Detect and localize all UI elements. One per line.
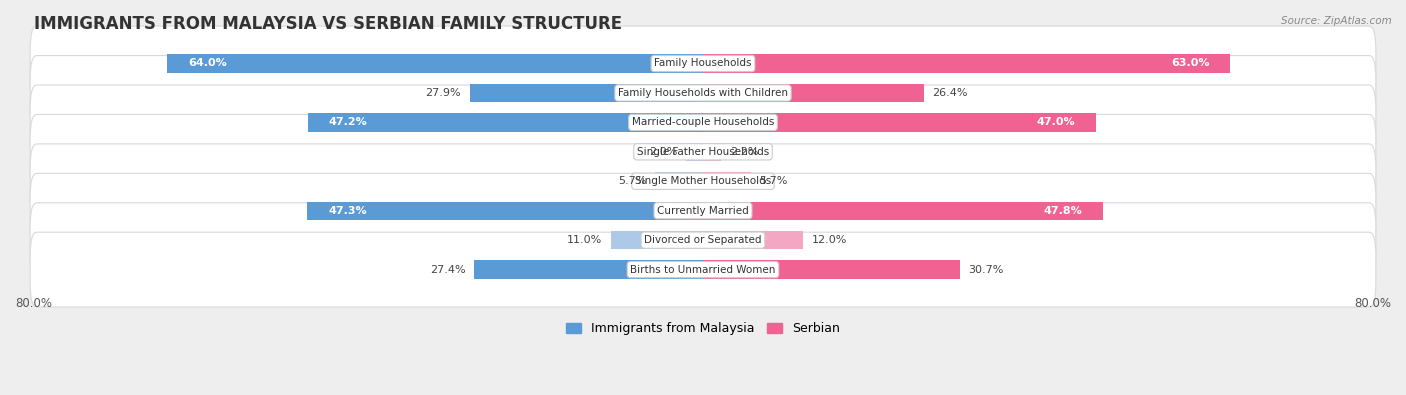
Bar <box>167 55 703 73</box>
Text: 64.0%: 64.0% <box>188 58 228 68</box>
Text: 2.0%: 2.0% <box>650 147 678 157</box>
Bar <box>703 201 1104 220</box>
Legend: Immigrants from Malaysia, Serbian: Immigrants from Malaysia, Serbian <box>561 317 845 340</box>
Text: Single Father Households: Single Father Households <box>637 147 769 157</box>
Bar <box>703 231 803 249</box>
Text: 26.4%: 26.4% <box>932 88 967 98</box>
FancyBboxPatch shape <box>30 115 1376 189</box>
Bar <box>308 113 703 132</box>
Text: 47.8%: 47.8% <box>1043 206 1083 216</box>
Text: Single Mother Households: Single Mother Households <box>636 176 770 186</box>
Text: IMMIGRANTS FROM MALAYSIA VS SERBIAN FAMILY STRUCTURE: IMMIGRANTS FROM MALAYSIA VS SERBIAN FAMI… <box>34 15 621 33</box>
Text: 47.0%: 47.0% <box>1036 117 1076 127</box>
Bar <box>612 231 703 249</box>
Text: 5.7%: 5.7% <box>759 176 787 186</box>
Bar <box>703 260 960 279</box>
Text: 27.4%: 27.4% <box>430 265 465 275</box>
Bar <box>703 55 1230 73</box>
FancyBboxPatch shape <box>30 85 1376 160</box>
Bar <box>703 143 721 161</box>
Bar <box>307 201 703 220</box>
FancyBboxPatch shape <box>30 56 1376 130</box>
Bar <box>474 260 703 279</box>
Text: 2.2%: 2.2% <box>730 147 758 157</box>
Text: Currently Married: Currently Married <box>657 206 749 216</box>
Bar <box>655 172 703 190</box>
Text: Source: ZipAtlas.com: Source: ZipAtlas.com <box>1281 16 1392 26</box>
Text: 47.3%: 47.3% <box>328 206 367 216</box>
Text: 5.7%: 5.7% <box>619 176 647 186</box>
FancyBboxPatch shape <box>30 203 1376 278</box>
Bar <box>703 113 1097 132</box>
Bar <box>703 84 924 102</box>
Text: 12.0%: 12.0% <box>811 235 848 245</box>
Bar <box>703 172 751 190</box>
Text: Divorced or Separated: Divorced or Separated <box>644 235 762 245</box>
Text: 30.7%: 30.7% <box>969 265 1004 275</box>
Text: Births to Unmarried Women: Births to Unmarried Women <box>630 265 776 275</box>
Text: Family Households with Children: Family Households with Children <box>619 88 787 98</box>
Text: Married-couple Households: Married-couple Households <box>631 117 775 127</box>
Text: 27.9%: 27.9% <box>426 88 461 98</box>
Text: 47.2%: 47.2% <box>329 117 367 127</box>
FancyBboxPatch shape <box>30 232 1376 307</box>
FancyBboxPatch shape <box>30 26 1376 101</box>
Text: 63.0%: 63.0% <box>1171 58 1209 68</box>
Bar <box>686 143 703 161</box>
Text: 11.0%: 11.0% <box>568 235 603 245</box>
Text: Family Households: Family Households <box>654 58 752 68</box>
FancyBboxPatch shape <box>30 173 1376 248</box>
FancyBboxPatch shape <box>30 144 1376 219</box>
Bar <box>470 84 703 102</box>
